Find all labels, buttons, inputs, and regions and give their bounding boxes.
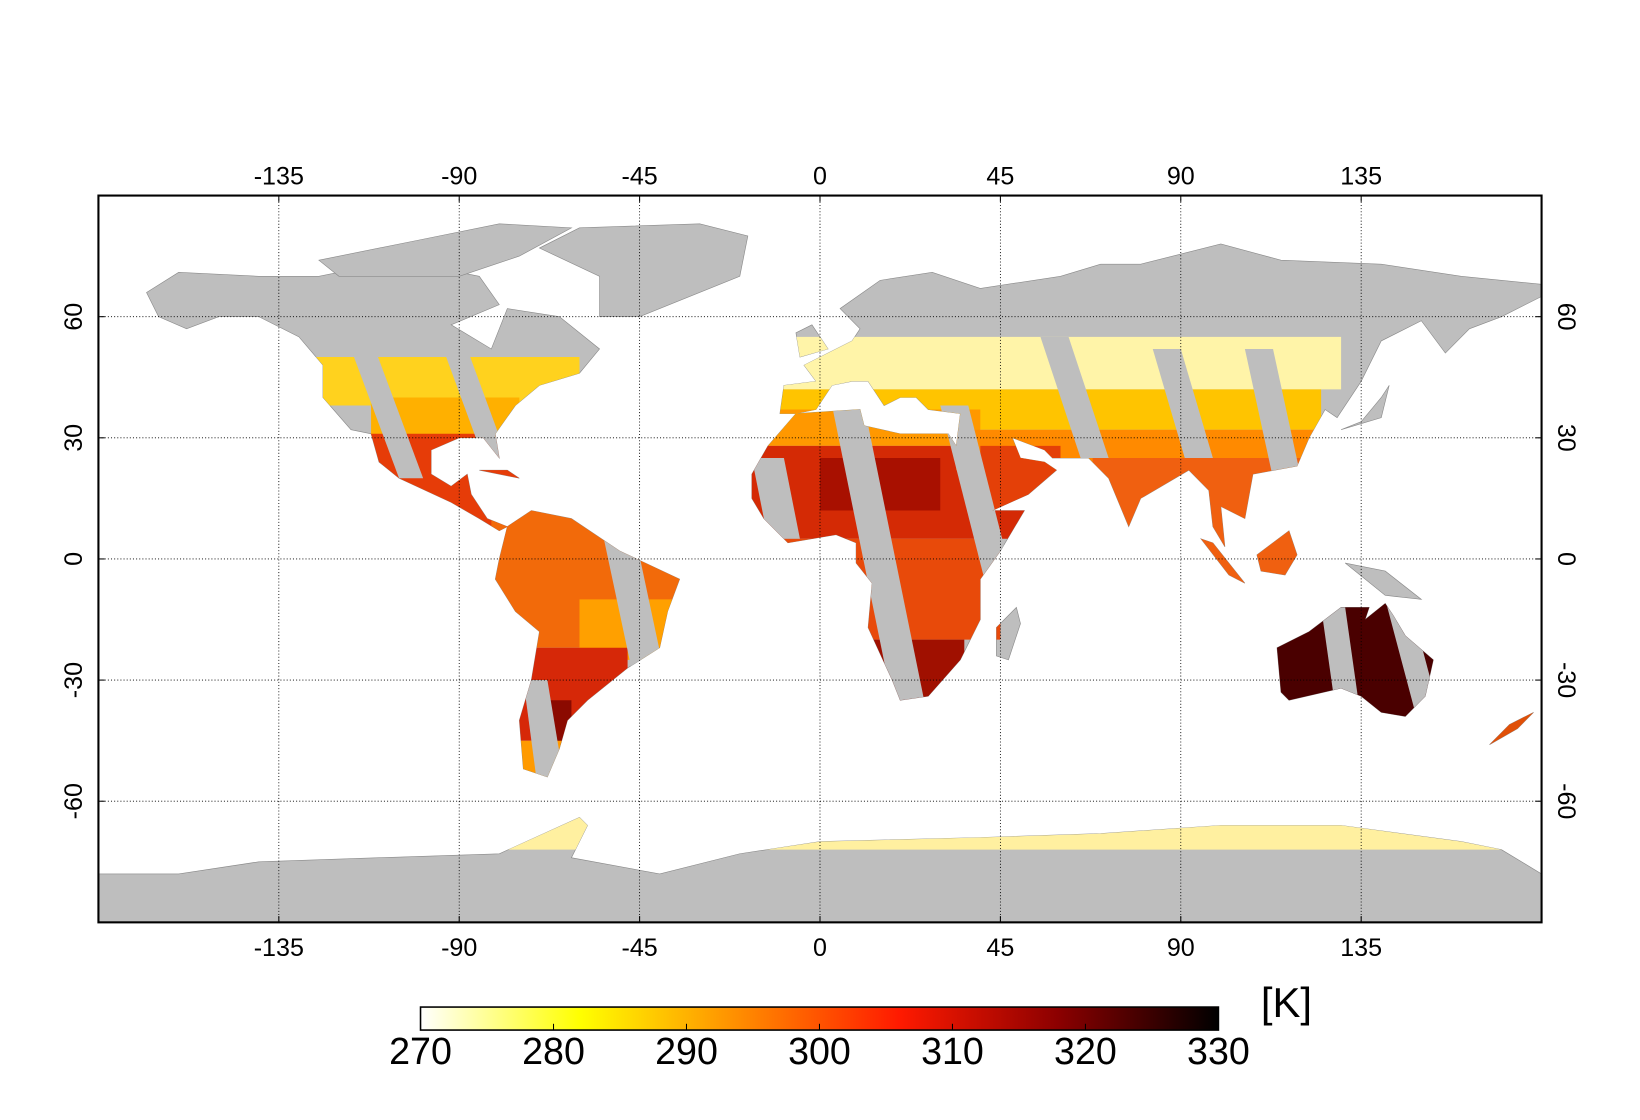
x-tick-label: -90	[441, 162, 477, 190]
colorbar-tick-label: 290	[655, 1030, 718, 1072]
x-tick-label: 0	[813, 162, 827, 190]
missing-swath	[350, 348, 424, 479]
land	[1340, 385, 1390, 430]
colorbar-label: [K]	[1261, 979, 1312, 1026]
missing-swath	[1244, 348, 1302, 479]
y-tick-label: -30	[60, 662, 88, 698]
y-tick-label: -30	[1552, 662, 1580, 698]
x-tick-label: 0	[813, 934, 827, 962]
colorbar-tick-label: 320	[1054, 1030, 1117, 1072]
colorbar-tick-label: 330	[1187, 1030, 1250, 1072]
y-tick-label: -60	[1552, 783, 1580, 819]
missing-swath	[1040, 336, 1109, 459]
y-tick-label: 60	[1552, 303, 1580, 331]
y-tick-label: -60	[60, 783, 88, 819]
x-tick-label: 135	[1340, 934, 1382, 962]
missing-swath	[443, 348, 508, 459]
x-tick-label: -135	[254, 162, 304, 190]
x-tick-label: -135	[254, 934, 304, 962]
y-tick-label: 60	[60, 303, 88, 331]
y-tick-label: 0	[60, 552, 88, 566]
missing-swath	[940, 405, 1013, 580]
x-tick-label: 90	[1167, 162, 1195, 190]
x-tick-label: 45	[986, 934, 1014, 962]
x-tick-label: 90	[1167, 934, 1195, 962]
land	[996, 606, 1021, 661]
x-tick-label: -45	[621, 934, 657, 962]
grid-layer	[98, 195, 1542, 923]
colorbar-tick-label: 300	[788, 1030, 851, 1072]
map-frame	[97, 194, 1543, 924]
missing-swath	[599, 518, 668, 689]
y-tick-label: 0	[1552, 552, 1580, 566]
missing-swath	[1152, 348, 1213, 459]
colorbar-tick-label: 280	[522, 1030, 585, 1072]
land	[318, 223, 573, 277]
x-tick-label: -45	[621, 162, 657, 190]
missing-swath	[751, 458, 800, 539]
colorbar-tick-label: 270	[389, 1030, 452, 1072]
x-tick-label: 45	[986, 162, 1014, 190]
colorbar-tick-label: 310	[921, 1030, 984, 1072]
land	[538, 223, 749, 317]
missing-swath	[1321, 607, 1362, 721]
missing-swath	[832, 405, 929, 721]
x-tick-label: 135	[1340, 162, 1382, 190]
y-tick-label: 30	[60, 424, 88, 452]
y-tick-label: 30	[1552, 424, 1580, 452]
x-tick-label: -90	[441, 934, 477, 962]
